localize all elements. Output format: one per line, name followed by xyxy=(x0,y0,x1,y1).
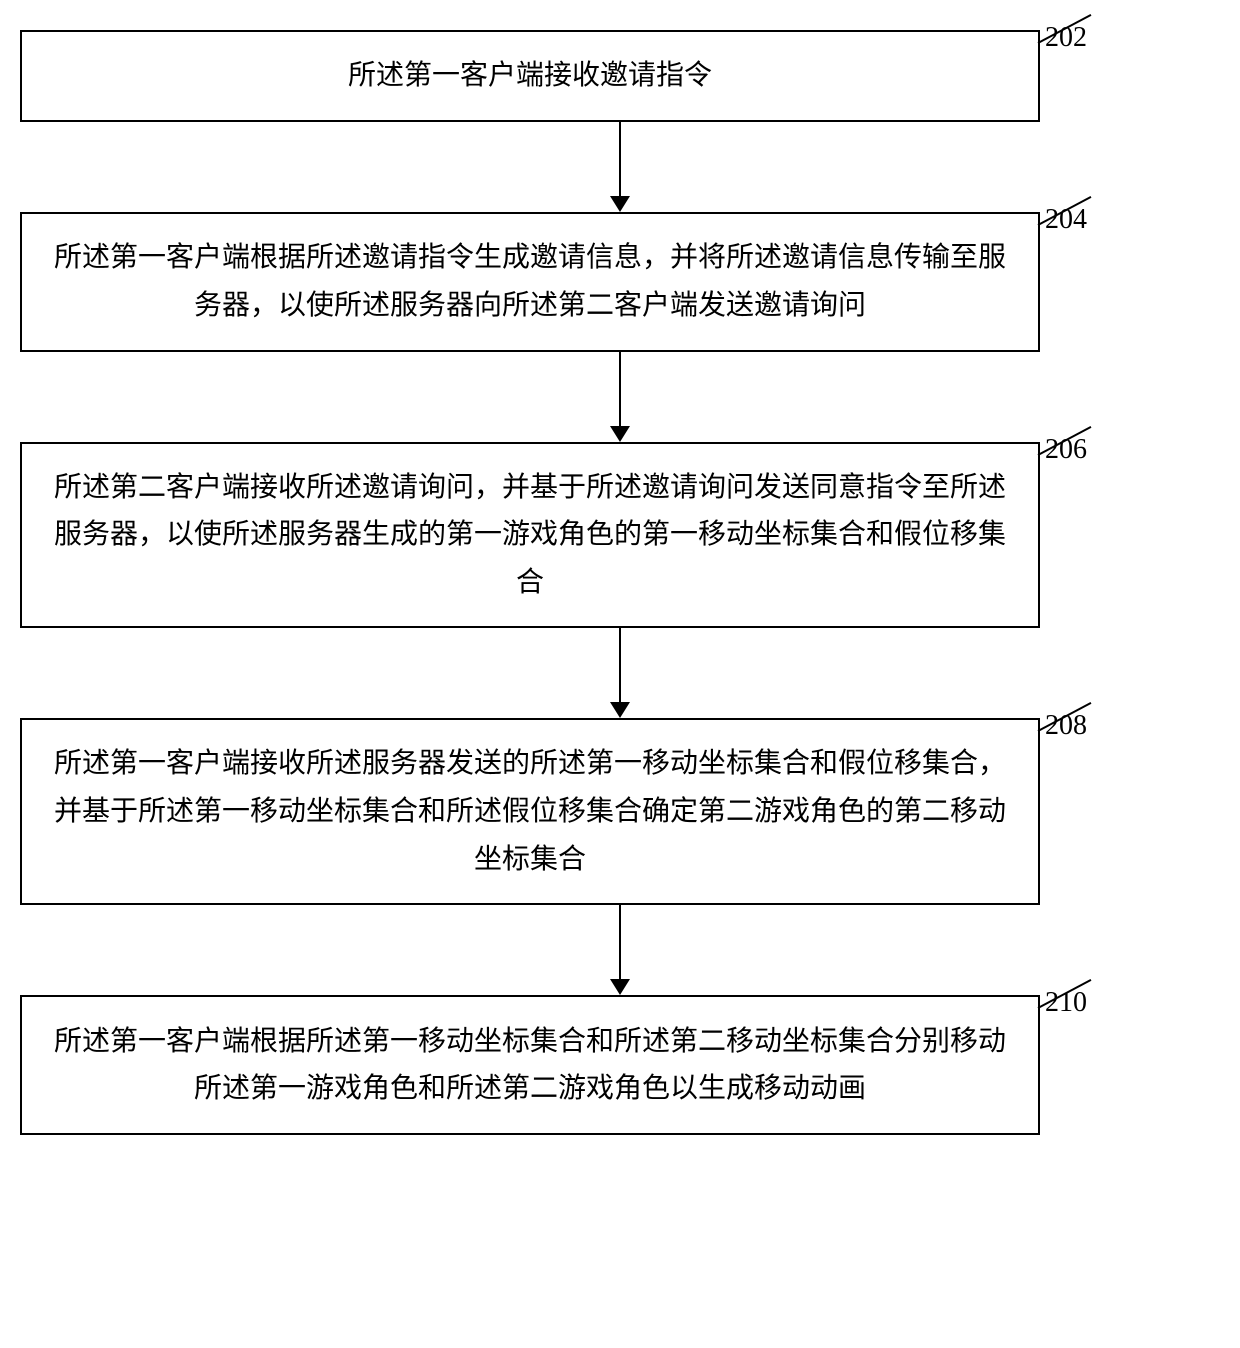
arrow-2 xyxy=(110,352,1130,442)
arrow-head-3 xyxy=(610,702,630,718)
step-text-202: 所述第一客户端接收邀请指令 xyxy=(348,52,712,100)
step-box-206: 所述第二客户端接收所述邀请询问，并基于所述邀请询问发送同意指令至所述服务器，以使… xyxy=(20,442,1040,629)
arrow-line-3 xyxy=(619,628,621,702)
arrow-1 xyxy=(110,122,1130,212)
step-label-206: 206 xyxy=(1045,434,1087,466)
step-container-202: 所述第一客户端接收邀请指令 202 xyxy=(20,30,1220,122)
step-box-210: 所述第一客户端根据所述第一移动坐标集合和所述第二移动坐标集合分别移动所述第一游戏… xyxy=(20,995,1040,1135)
arrow-line-4 xyxy=(619,905,621,979)
step-box-202: 所述第一客户端接收邀请指令 xyxy=(20,30,1040,122)
step-label-204: 204 xyxy=(1045,204,1087,236)
step-text-208: 所述第一客户端接收所述服务器发送的所述第一移动坐标集合和假位移集合，并基于所述第… xyxy=(52,740,1008,883)
arrow-3 xyxy=(110,628,1130,718)
step-box-208: 所述第一客户端接收所述服务器发送的所述第一移动坐标集合和假位移集合，并基于所述第… xyxy=(20,718,1040,905)
step-text-204: 所述第一客户端根据所述邀请指令生成邀请信息，并将所述邀请信息传输至服务器，以使所… xyxy=(52,234,1008,329)
arrow-4 xyxy=(110,905,1130,995)
step-container-204: 所述第一客户端根据所述邀请指令生成邀请信息，并将所述邀请信息传输至服务器，以使所… xyxy=(20,212,1220,352)
arrow-head-2 xyxy=(610,426,630,442)
arrow-line-2 xyxy=(619,352,621,426)
step-container-210: 所述第一客户端根据所述第一移动坐标集合和所述第二移动坐标集合分别移动所述第一游戏… xyxy=(20,995,1220,1135)
arrow-head-4 xyxy=(610,979,630,995)
step-label-210: 210 xyxy=(1045,987,1087,1019)
step-text-210: 所述第一客户端根据所述第一移动坐标集合和所述第二移动坐标集合分别移动所述第一游戏… xyxy=(52,1018,1008,1113)
step-box-204: 所述第一客户端根据所述邀请指令生成邀请信息，并将所述邀请信息传输至服务器，以使所… xyxy=(20,212,1040,352)
step-container-206: 所述第二客户端接收所述邀请询问，并基于所述邀请询问发送同意指令至所述服务器，以使… xyxy=(20,442,1220,629)
step-label-202: 202 xyxy=(1045,22,1087,54)
arrow-head-1 xyxy=(610,196,630,212)
step-text-206: 所述第二客户端接收所述邀请询问，并基于所述邀请询问发送同意指令至所述服务器，以使… xyxy=(52,464,1008,607)
step-container-208: 所述第一客户端接收所述服务器发送的所述第一移动坐标集合和假位移集合，并基于所述第… xyxy=(20,718,1220,905)
step-label-208: 208 xyxy=(1045,710,1087,742)
flowchart-container: 所述第一客户端接收邀请指令 202 所述第一客户端根据所述邀请指令生成邀请信息，… xyxy=(20,30,1220,1135)
arrow-line-1 xyxy=(619,122,621,196)
